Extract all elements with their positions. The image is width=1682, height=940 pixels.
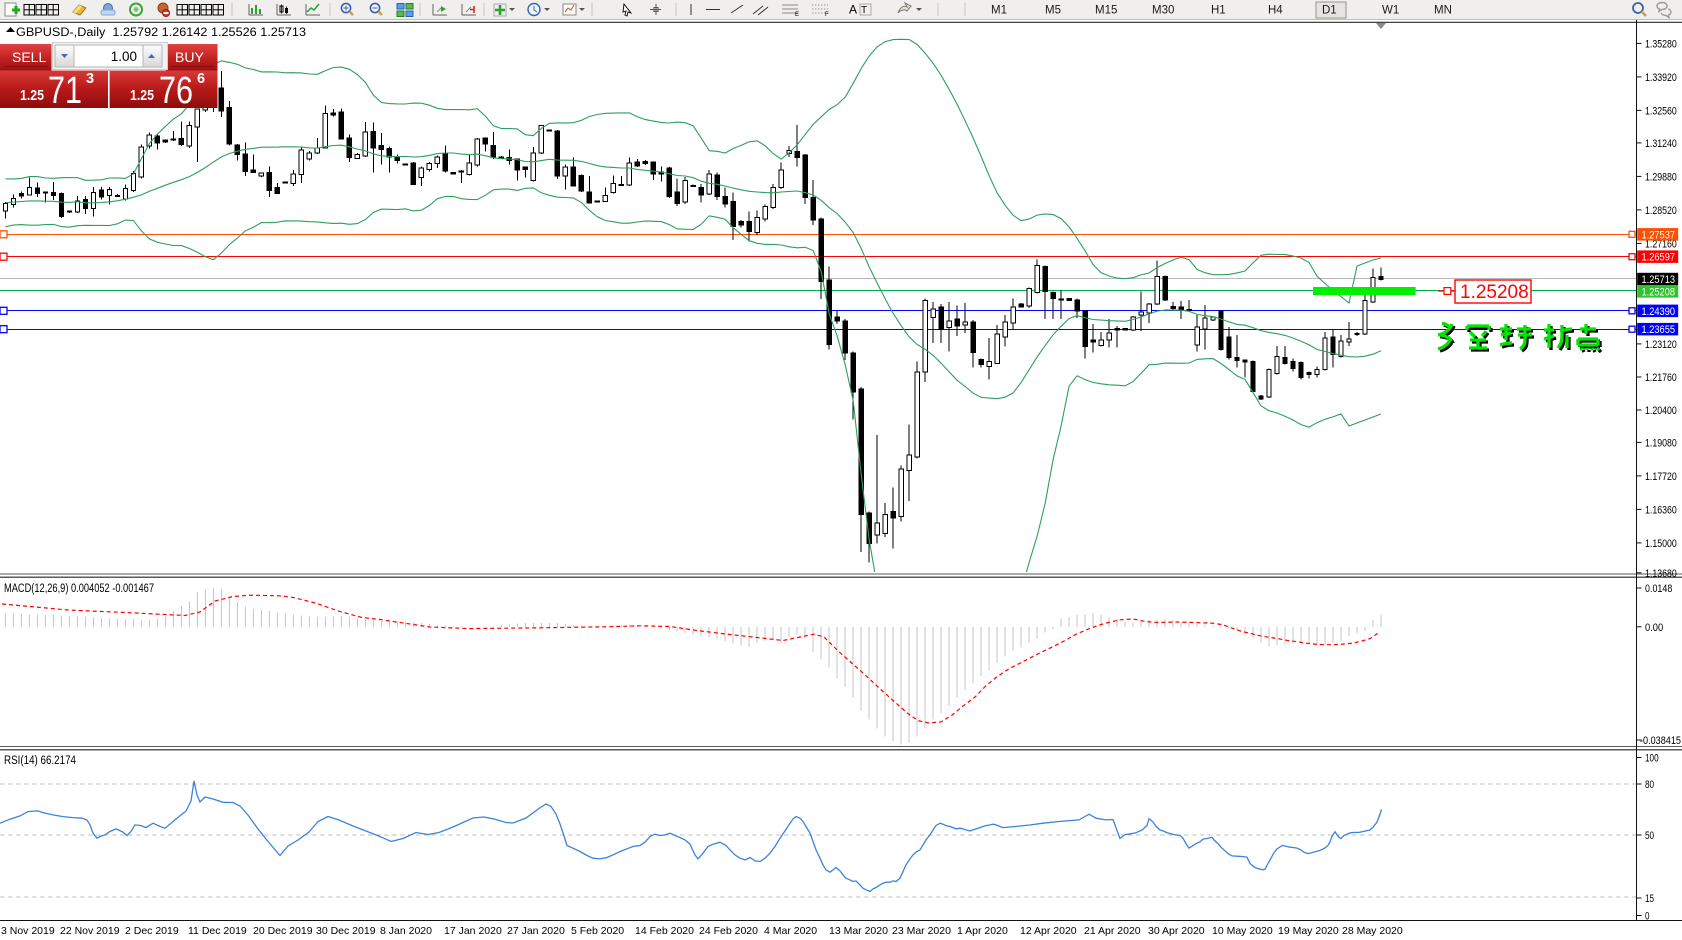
svg-text:76: 76 (159, 70, 193, 112)
svg-text:30 Dec 2019: 30 Dec 2019 (316, 925, 376, 937)
svg-text:H1: H1 (1211, 5, 1226, 17)
svg-text:A: A (849, 3, 857, 17)
svg-text:1 Apr 2020: 1 Apr 2020 (957, 925, 1008, 937)
svg-text:1.25713: 1.25713 (1642, 274, 1676, 286)
svg-text:6: 6 (197, 71, 205, 87)
svg-text:0: 0 (1645, 911, 1650, 923)
svg-text:1.28520: 1.28520 (1645, 205, 1677, 217)
svg-text:1.20400: 1.20400 (1645, 405, 1677, 417)
svg-text:2 Dec 2019: 2 Dec 2019 (125, 925, 179, 937)
svg-text:1.23655: 1.23655 (1642, 324, 1676, 336)
svg-text:0.00: 0.00 (1645, 622, 1663, 634)
svg-text:1.24390: 1.24390 (1642, 306, 1676, 318)
svg-text:1.25: 1.25 (130, 87, 154, 104)
svg-text:1.13680: 1.13680 (1645, 568, 1677, 580)
svg-text:80: 80 (1645, 779, 1654, 791)
svg-text:30 Apr 2020: 30 Apr 2020 (1148, 925, 1205, 937)
svg-text:71: 71 (48, 70, 82, 112)
svg-text:1.00: 1.00 (111, 49, 137, 64)
svg-text:1.31240: 1.31240 (1645, 138, 1677, 150)
svg-text:1.33920: 1.33920 (1645, 72, 1677, 84)
svg-text:13 Mar 2020: 13 Mar 2020 (829, 925, 888, 937)
svg-text:8 Jan 2020: 8 Jan 2020 (380, 925, 432, 937)
svg-text:15: 15 (1645, 893, 1654, 905)
svg-text:1.23120: 1.23120 (1645, 339, 1677, 351)
svg-text:RSI(14) 66.2174: RSI(14) 66.2174 (4, 755, 77, 767)
svg-text:SELL: SELL (12, 49, 46, 65)
svg-text:M15: M15 (1095, 5, 1117, 17)
svg-text:T: T (861, 5, 867, 16)
svg-text:W1: W1 (1382, 5, 1399, 17)
svg-text:D1: D1 (1322, 5, 1337, 17)
svg-text:H4: H4 (1268, 5, 1283, 17)
svg-text:0.0148: 0.0148 (1645, 583, 1672, 595)
svg-text:1.25208: 1.25208 (1460, 282, 1529, 303)
svg-text:27 Jan 2020: 27 Jan 2020 (507, 925, 565, 937)
svg-text:21 Apr 2020: 21 Apr 2020 (1084, 925, 1141, 937)
svg-text:1.16360: 1.16360 (1645, 504, 1677, 516)
svg-text:50: 50 (1645, 830, 1654, 842)
svg-text:17 Jan 2020: 17 Jan 2020 (444, 925, 502, 937)
svg-text:GBPUSD-,Daily 1.25792 1.26142: GBPUSD-,Daily 1.25792 1.26142 1.25526 1.… (16, 27, 306, 39)
svg-text:1.25208: 1.25208 (1642, 286, 1676, 298)
svg-text:14 Feb 2020: 14 Feb 2020 (635, 925, 694, 937)
svg-text:E: E (795, 12, 799, 18)
svg-text:1.21760: 1.21760 (1645, 372, 1677, 384)
svg-text:1.27160: 1.27160 (1645, 238, 1677, 250)
svg-text:1.15000: 1.15000 (1645, 538, 1677, 550)
svg-text:MACD(12,26,9) 0.004052 -0.0014: MACD(12,26,9) 0.004052 -0.001467 (4, 583, 154, 595)
svg-text:28 May 2020: 28 May 2020 (1342, 925, 1403, 937)
svg-text:M5: M5 (1045, 5, 1061, 17)
svg-text:1.35280: 1.35280 (1645, 38, 1677, 50)
svg-text:BUY: BUY (175, 49, 204, 65)
svg-text:19 May 2020: 19 May 2020 (1278, 925, 1339, 937)
svg-text:100: 100 (1645, 753, 1659, 765)
svg-text:M30: M30 (1152, 5, 1174, 17)
svg-text:1.25: 1.25 (20, 87, 44, 104)
svg-text:11 Dec 2019: 11 Dec 2019 (188, 925, 247, 937)
svg-text:5 Feb 2020: 5 Feb 2020 (571, 925, 624, 937)
svg-text:MN: MN (1434, 5, 1452, 17)
svg-text:F: F (825, 12, 829, 18)
svg-text:M1: M1 (991, 5, 1007, 17)
svg-text:12 Apr 2020: 12 Apr 2020 (1020, 925, 1077, 937)
svg-text:1.29880: 1.29880 (1645, 171, 1677, 183)
svg-text:1.19080: 1.19080 (1645, 437, 1677, 449)
svg-text:-0.038415: -0.038415 (1640, 735, 1681, 747)
svg-text:22 Nov 2019: 22 Nov 2019 (60, 925, 120, 937)
svg-text:24 Feb 2020: 24 Feb 2020 (699, 925, 758, 937)
svg-text:20 Dec 2019: 20 Dec 2019 (253, 925, 313, 937)
svg-text:1.26597: 1.26597 (1642, 252, 1676, 264)
svg-text:1.32560: 1.32560 (1645, 105, 1677, 117)
svg-text:10 May 2020: 10 May 2020 (1212, 925, 1273, 937)
svg-text:4 Mar 2020: 4 Mar 2020 (764, 925, 817, 937)
svg-text:23 Mar 2020: 23 Mar 2020 (892, 925, 951, 937)
svg-text:1.17720: 1.17720 (1645, 471, 1677, 483)
svg-text:3: 3 (86, 71, 94, 87)
svg-text:1.27537: 1.27537 (1642, 229, 1676, 241)
svg-text:3 Nov 2019: 3 Nov 2019 (1, 925, 55, 937)
